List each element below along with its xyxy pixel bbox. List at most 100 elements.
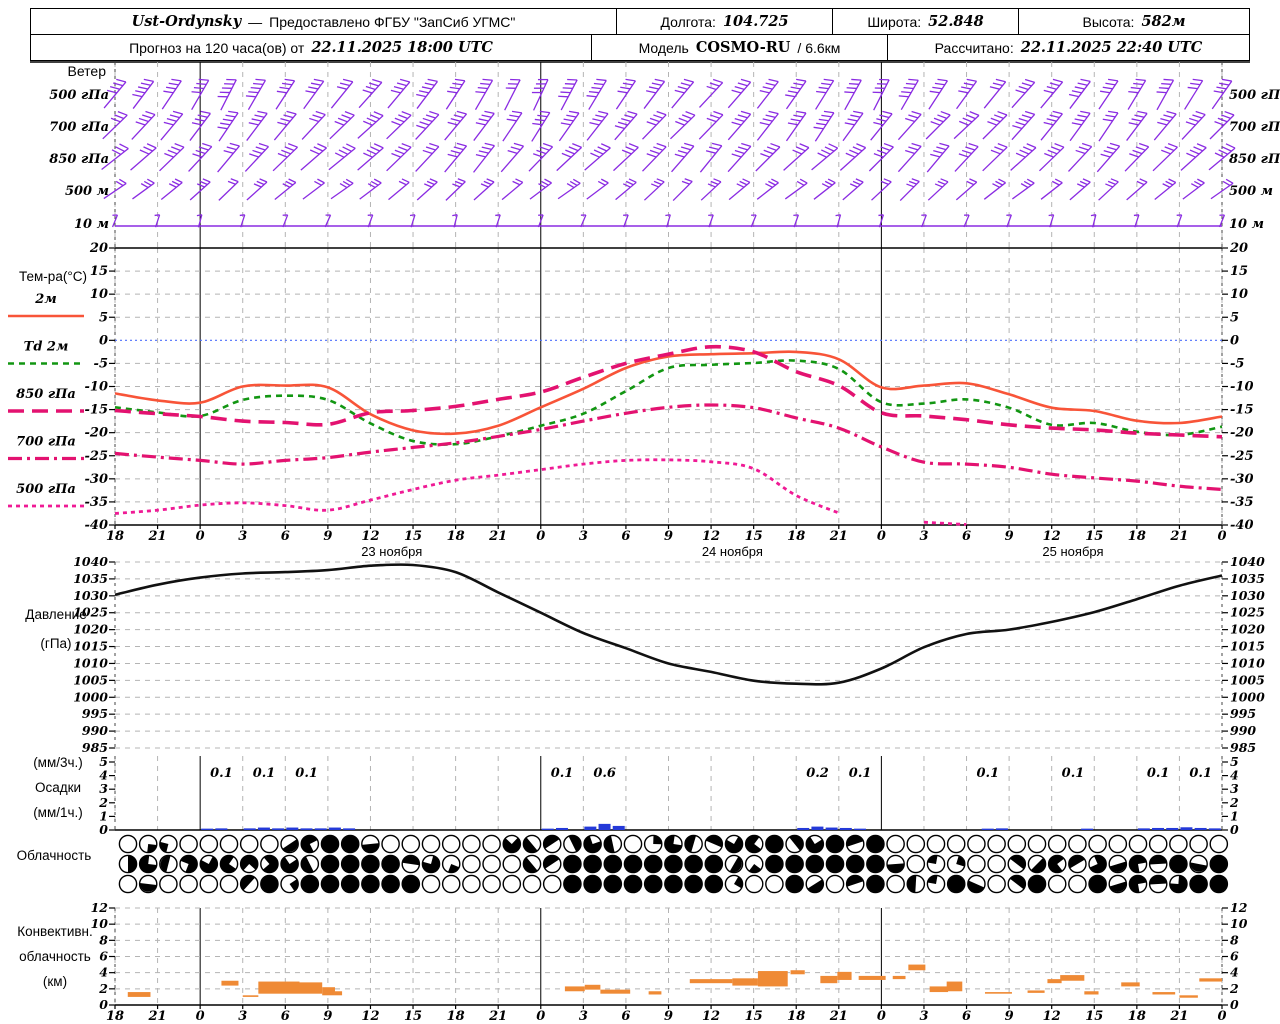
svg-text:15: 15 [1230,264,1248,279]
svg-text:6: 6 [281,529,290,544]
svg-text:10: 10 [1230,287,1248,302]
svg-text:700 гПа: 700 гПа [16,435,76,450]
svg-text:995: 995 [1230,706,1256,721]
temp-series-1 [114,359,1223,446]
temp-series-4 [114,458,967,526]
station-name: Ust-Ordynsky [131,13,242,30]
svg-text:1000: 1000 [1230,689,1265,704]
svg-text:500 м: 500 м [65,184,109,199]
svg-text:21: 21 [829,1009,848,1024]
convective-bars [127,964,1222,998]
svg-text:4: 4 [99,965,108,980]
svg-text:-20: -20 [1230,426,1254,441]
svg-text:0: 0 [877,529,886,544]
pressure-label: Давление [25,607,87,622]
svg-text:25 ноября: 25 ноября [1042,544,1103,559]
svg-text:18: 18 [787,1009,805,1024]
svg-text:18: 18 [1128,1009,1146,1024]
svg-text:0.1: 0.1 [295,766,318,781]
svg-text:0: 0 [1230,822,1239,837]
svg-text:5: 5 [1230,754,1239,769]
pressure-panel: 1040 1040 1035 1035 1030 1030 1025 1025 1020 1020… [73,554,1265,755]
svg-text:700 гПа: 700 гПа [1229,120,1280,135]
svg-text:9: 9 [1005,529,1014,544]
svg-text:4: 4 [1230,965,1239,980]
svg-text:3: 3 [99,781,108,796]
svg-text:6: 6 [1230,949,1239,964]
precip-3h-values: 0.1 0.1 0.1 0.1 0.6 0.2 0.1 0.1 0.1 0.1 0.1 [210,766,1212,781]
svg-text:6: 6 [621,529,630,544]
svg-text:-35: -35 [1230,495,1254,510]
svg-text:-30: -30 [1230,472,1254,487]
svg-text:9: 9 [323,529,332,544]
svg-text:3: 3 [919,529,928,544]
svg-text:20: 20 [89,241,108,256]
svg-text:8: 8 [99,932,108,947]
svg-text:-30: -30 [85,472,109,487]
svg-text:0: 0 [1230,333,1239,348]
svg-text:0.1: 0.1 [253,766,276,781]
svg-text:0: 0 [536,1009,545,1024]
header-box: Ust-Ordynsky — Предоставлено ФГБУ "ЗапСи… [30,8,1250,61]
svg-text:10: 10 [1230,916,1248,931]
svg-text:0: 0 [877,1009,886,1024]
precip-1h-label: (мм/1ч.) [33,805,83,820]
wind-level-labels: 10 м 10 м [74,217,1264,232]
wind-level-labels: 500 м 500 м [65,184,1273,199]
svg-text:24 ноября: 24 ноября [702,544,763,559]
svg-text:-15: -15 [1230,403,1254,418]
svg-text:15: 15 [745,529,763,544]
svg-text:500 гПа: 500 гПа [49,88,109,103]
svg-text:15: 15 [404,1009,422,1024]
svg-text:0: 0 [99,822,108,837]
svg-text:-15: -15 [85,403,109,418]
svg-text:9: 9 [1005,1009,1014,1024]
svg-text:0: 0 [1217,529,1226,544]
svg-text:0.2: 0.2 [806,766,829,781]
svg-text:2м: 2м [34,292,56,307]
svg-text:12: 12 [702,1009,720,1024]
svg-text:0: 0 [1230,997,1239,1012]
calculated-label: Рассчитано: [934,39,1014,56]
svg-text:-10: -10 [1230,380,1254,395]
svg-text:1010: 1010 [73,655,108,670]
svg-text:21: 21 [148,1009,167,1024]
svg-text:1015: 1015 [1230,639,1265,654]
svg-text:3: 3 [1230,781,1239,796]
svg-text:Td 2м: Td 2м [24,340,69,355]
calculated-cell: Рассчитано: 22.11.2025 22:40 UTC [887,35,1249,60]
svg-text:21: 21 [148,529,167,544]
convective-label-3: (км) [42,974,68,989]
svg-text:0: 0 [536,529,545,544]
svg-text:3: 3 [238,529,247,544]
svg-text:-35: -35 [85,495,109,510]
svg-text:500 гПа: 500 гПа [16,482,76,497]
svg-text:0.6: 0.6 [593,766,616,781]
svg-text:985: 985 [1230,740,1256,755]
svg-text:0: 0 [196,529,205,544]
header-dash: — [248,13,263,30]
pressure-units-label: (гПа) [40,636,72,651]
model-cell: Модель COSMO-RU / 6.6км [591,35,887,60]
latitude-label: Широта: [867,13,922,30]
svg-text:990: 990 [82,723,108,738]
model-label: Модель [638,39,689,56]
svg-text:10: 10 [90,287,108,302]
svg-text:1025: 1025 [73,605,108,620]
wind-barb-row-2 [101,142,1236,173]
cloudiness-label: Облачность [16,848,92,863]
convective-label-2: облачность [19,949,91,964]
wind-barb-row-3 [103,178,1234,202]
cloud-row-0 [118,834,1229,854]
latitude-cell: Широта: 52.848 [832,9,1018,34]
wind-level-labels: 850 гПа 850 гПа [49,152,1280,167]
model-name: COSMO-RU [695,39,791,56]
svg-text:5: 5 [1230,310,1239,325]
svg-text:15: 15 [404,529,422,544]
svg-text:21: 21 [488,529,507,544]
wind-level-labels: 700 гПа 700 гПа [49,120,1280,135]
longitude-value: 104.725 [722,13,789,30]
